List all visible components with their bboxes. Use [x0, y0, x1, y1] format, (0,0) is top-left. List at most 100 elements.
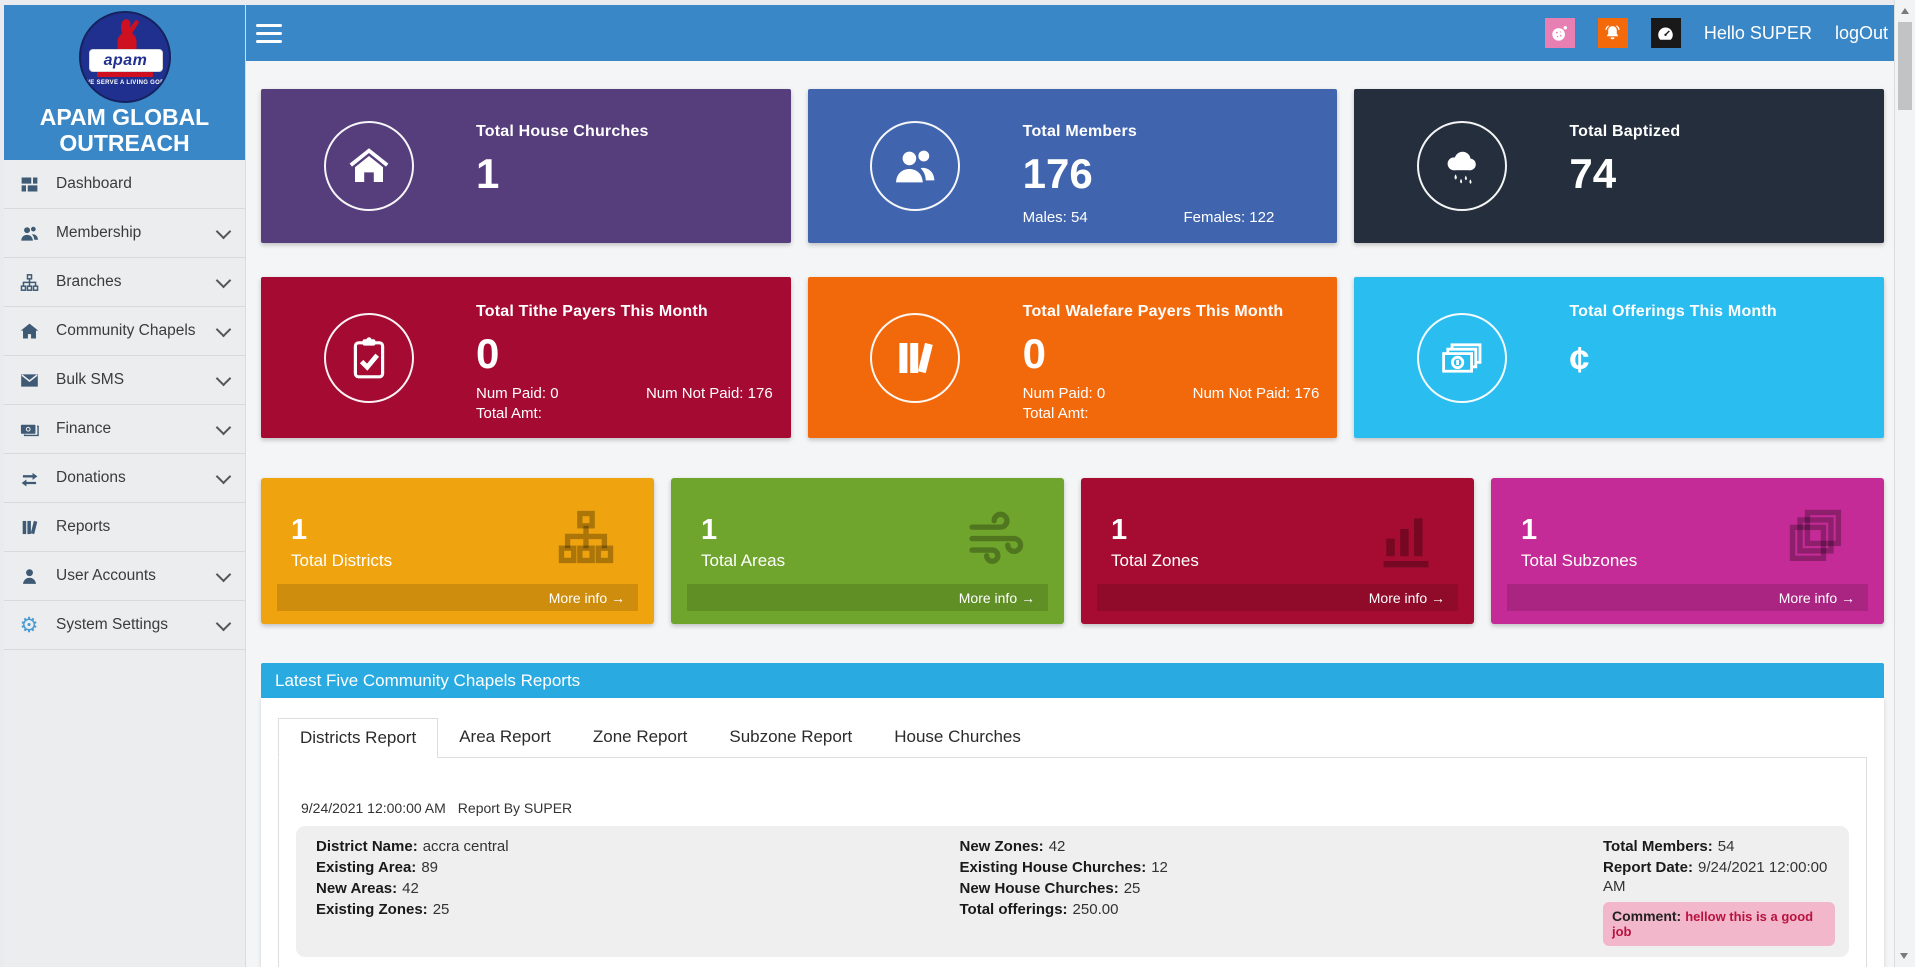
total-amt: Total Amt:	[1022, 405, 1089, 422]
stat-card-welfare-payers: Total Walefare Payers This Month 0 Num P…	[807, 277, 1338, 438]
sidebar-item-label: Dashboard	[56, 175, 132, 192]
females-count: Females: 122	[1183, 209, 1275, 226]
sidebar-item-system-settings[interactable]: ⚙ System Settings	[4, 601, 245, 650]
summary-count: 1	[291, 514, 308, 546]
stat-title: Total Baptized	[1569, 123, 1681, 140]
chevron-down-icon	[215, 566, 232, 582]
sidebar-item-bulk-sms[interactable]: Bulk SMS	[4, 356, 245, 405]
apam-logo: apam WE SERVE A LIVING GOD	[78, 11, 171, 103]
more-info-button[interactable]: More info →	[277, 584, 638, 611]
sidebar-item-label: System Settings	[56, 616, 168, 633]
stat-title: Total Members	[1022, 123, 1137, 140]
bar-chart-icon	[1374, 505, 1438, 569]
gear-icon: ⚙	[19, 613, 39, 637]
summary-label: Total Districts	[291, 551, 393, 570]
report-col-1: District Name: accra central Existing Are…	[316, 835, 960, 946]
num-paid: Num Paid: 0	[476, 385, 559, 402]
report-tabs: Districts Report Area Report Zone Report…	[278, 718, 1867, 758]
sidebar-item-dashboard[interactable]: Dashboard	[4, 160, 245, 209]
tab-house-churches[interactable]: House Churches	[894, 727, 1021, 746]
stat-card-baptized: Total Baptized 74	[1354, 89, 1885, 243]
logout-link[interactable]: logOut	[1834, 22, 1888, 43]
sidebar-item-membership[interactable]: Membership	[4, 209, 245, 258]
field-value: 9/24/2021 12:00:00 AM	[1603, 859, 1828, 895]
more-info-button[interactable]: More info →	[687, 584, 1048, 611]
chevron-down-icon	[215, 615, 232, 631]
chevron-down-icon	[215, 370, 232, 386]
summary-count: 1	[1521, 514, 1538, 546]
branches-sitemap-icon	[17, 270, 41, 294]
org-name: APAM GLOBAL OUTREACH	[4, 104, 245, 157]
field-value: 42	[402, 880, 419, 897]
tab-content: 9/24/2021 12:00:00 AM Report By SUPER Dis…	[278, 758, 1867, 967]
sidebar-item-label: User Accounts	[56, 567, 156, 584]
field-value: 250.00	[1072, 901, 1119, 918]
field-value: 89	[421, 859, 438, 876]
sidebar-item-finance[interactable]: Finance	[4, 405, 245, 454]
summary-card-subzones: 1 Total Subzones More info →	[1491, 478, 1884, 624]
vertical-scrollbar[interactable]	[1894, 0, 1915, 967]
sidebar-item-branches[interactable]: Branches	[4, 258, 245, 307]
tab-zone-report[interactable]: Zone Report	[592, 727, 688, 746]
banknotes-circle-icon	[1416, 312, 1507, 403]
tab-area-report[interactable]: Area Report	[459, 727, 551, 746]
field-value: 25	[432, 901, 450, 918]
notifications-bell-icon[interactable]	[1597, 18, 1628, 48]
user-icon	[17, 564, 41, 588]
logo-figure-icon	[117, 19, 139, 50]
tab-subzone-report[interactable]: Subzone Report	[729, 727, 853, 746]
main-area: Hello SUPER logOut Total House Churches …	[246, 5, 1915, 967]
sidebar-item-reports[interactable]: Reports	[4, 503, 245, 552]
stat-title: Total House Churches	[476, 123, 649, 140]
summary-count: 1	[701, 514, 718, 546]
num-paid: Num Paid: 0	[1022, 385, 1106, 402]
sidebar-item-label: Community Chapels	[56, 322, 196, 339]
scrollbar-down-arrow-icon[interactable]	[1900, 953, 1908, 959]
stat-value: ¢	[1569, 339, 1590, 380]
sidebar-item-label: Donations	[56, 469, 126, 486]
sidebar-header: apam WE SERVE A LIVING GOD APAM GLOBAL O…	[4, 5, 245, 160]
stat-card-house-churches: Total House Churches 1	[261, 89, 791, 243]
stat-card-offerings: Total Offerings This Month ¢	[1354, 277, 1885, 438]
stat-value: 176	[1022, 150, 1093, 197]
summary-label: Total Areas	[701, 551, 786, 570]
chevron-down-icon	[215, 272, 232, 288]
stats-row-2: Total Tithe Payers This Month 0 Num Paid…	[261, 277, 1885, 444]
chevron-down-icon	[215, 321, 232, 337]
cloud-rain-circle-icon	[1416, 121, 1507, 211]
dashboard-gauge-icon[interactable]	[1650, 18, 1681, 48]
total-amt: Total Amt:	[476, 405, 542, 422]
sidebar-item-community-chapels[interactable]: Community Chapels	[4, 307, 245, 356]
report-col-2: New Zones: 42 Existing House Churches: 12 …	[960, 835, 1604, 946]
sidebar-item-donations[interactable]: Donations	[4, 454, 245, 503]
org-name-line1: APAM GLOBAL	[39, 104, 210, 130]
sidebar-item-label: Reports	[56, 518, 111, 535]
sidebar-item-label: Bulk SMS	[56, 371, 125, 388]
reports-books-icon	[17, 515, 41, 539]
comment-label: Comment:	[1612, 908, 1682, 924]
field-value: 12	[1151, 859, 1168, 876]
membership-people-icon	[17, 221, 41, 245]
summary-card-areas: 1 Total Areas More info →	[671, 478, 1064, 624]
scrollbar-up-arrow-icon[interactable]	[1895, 0, 1915, 21]
hamburger-menu-icon[interactable]	[256, 19, 286, 48]
more-info-button[interactable]: More info →	[1507, 584, 1868, 611]
scrollbar-thumb[interactable]	[1898, 22, 1912, 110]
field-label: Total Members:	[1603, 838, 1713, 855]
chevron-down-icon	[215, 223, 232, 239]
more-info-button[interactable]: More info →	[1097, 584, 1458, 611]
summary-cards-row: 1 Total Districts More info → 1 Total Ar…	[261, 478, 1884, 624]
user-greeting[interactable]: Hello SUPER	[1703, 22, 1812, 43]
sidebar-item-label: Membership	[56, 224, 142, 241]
tab-districts-report[interactable]: Districts Report	[278, 718, 439, 758]
field-value: 54	[1717, 838, 1735, 855]
report-col-3: Total Members: 54 Report Date: 9/24/2021 1…	[1603, 835, 1835, 946]
books-circle-icon	[870, 312, 961, 403]
reports-panel: Districts Report Area Report Zone Report…	[261, 698, 1884, 967]
sitemap-icon	[554, 505, 618, 569]
sidebar-item-user-accounts[interactable]: User Accounts	[4, 552, 245, 601]
birthday-cookie-icon[interactable]	[1544, 18, 1575, 48]
field-label: New House Churches:	[959, 880, 1119, 897]
report-entry: 9/24/2021 12:00:00 AM Report By SUPER Dis…	[296, 800, 1849, 957]
